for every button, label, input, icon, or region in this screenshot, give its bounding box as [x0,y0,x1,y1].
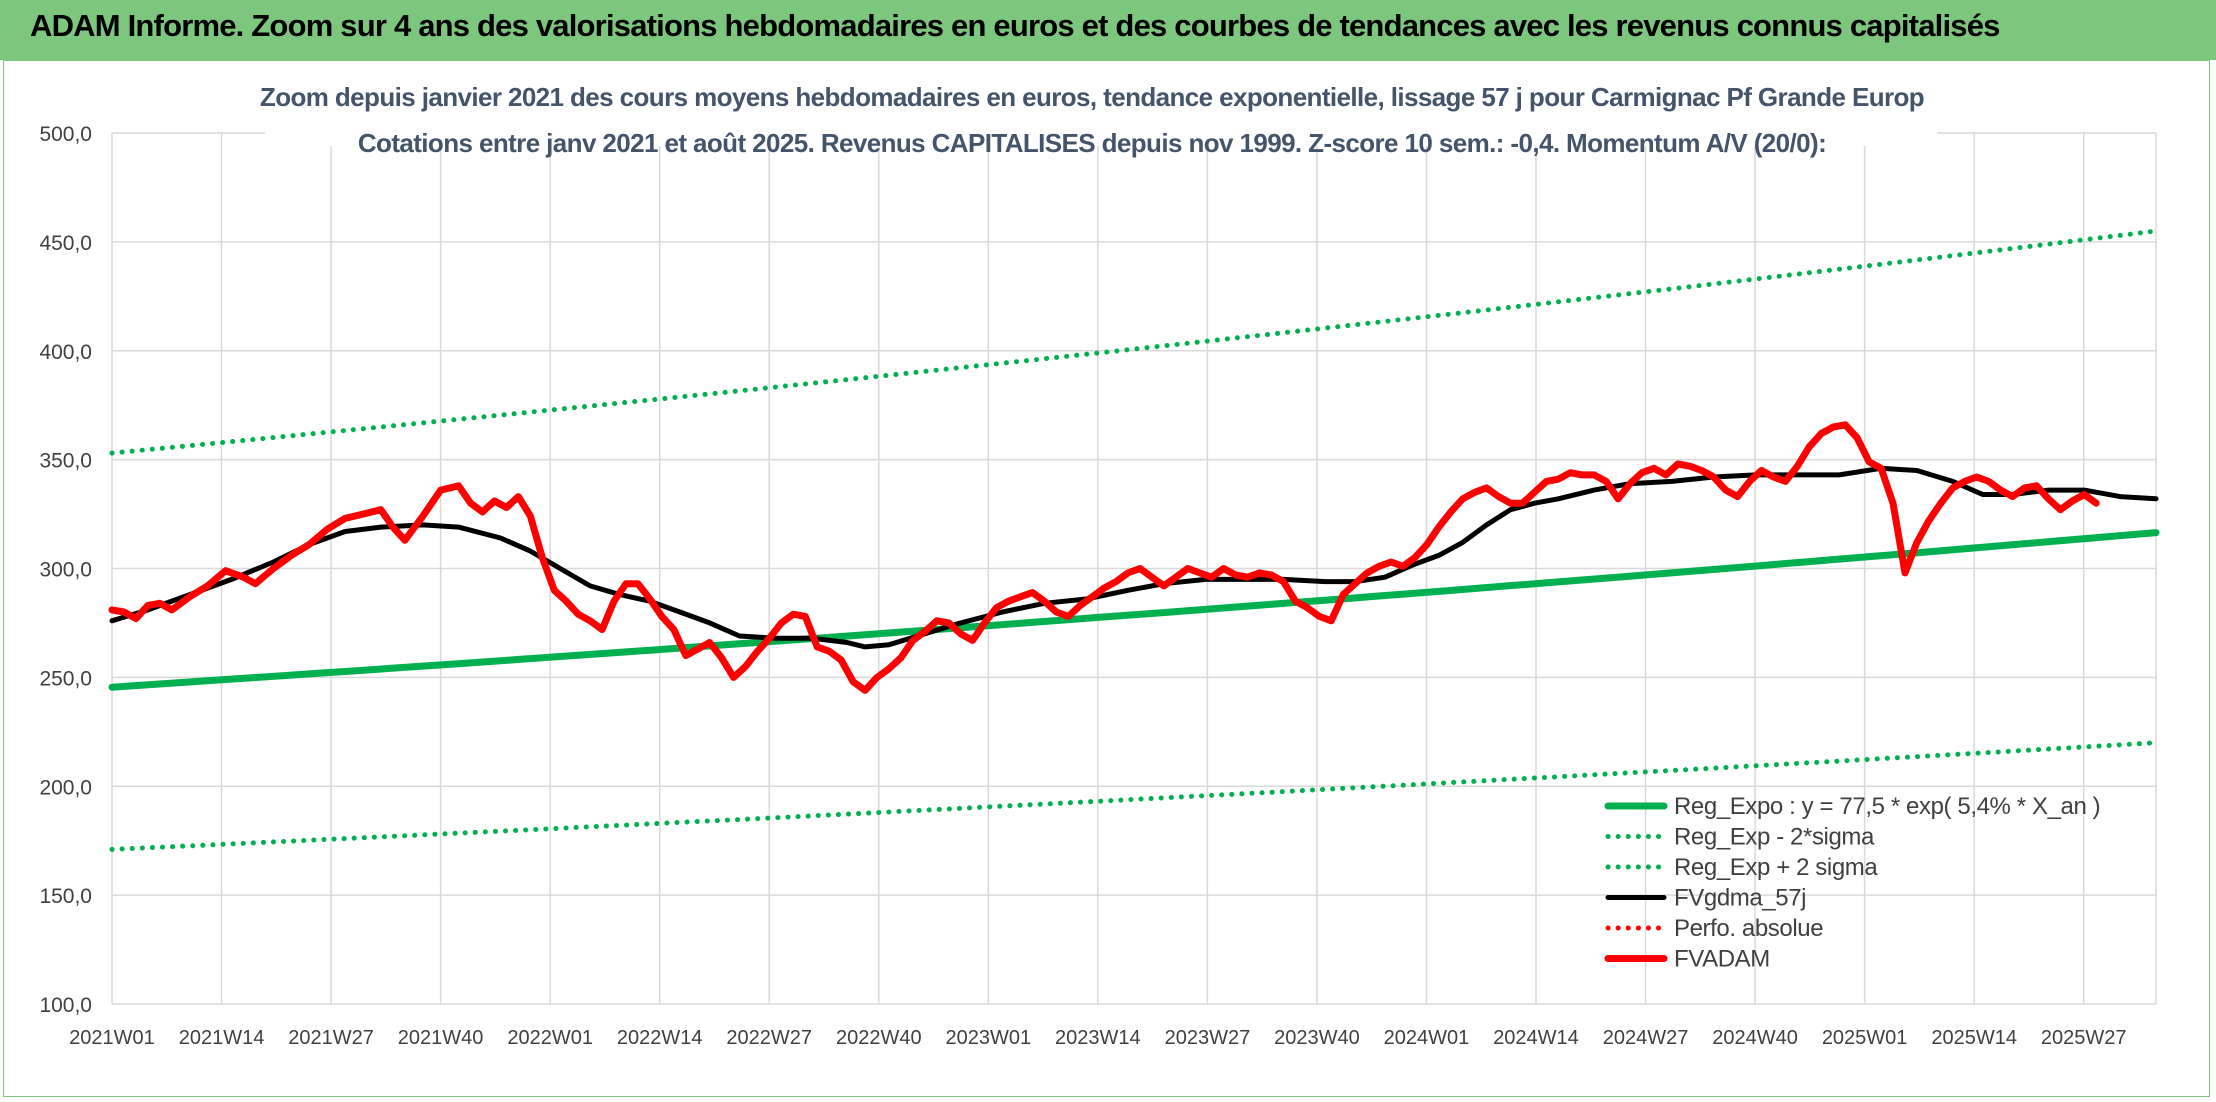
x-tick-label: 2024W14 [1493,1027,1579,1049]
series-line-reg-expo-y-77-5-exp-5-4-x-an [108,529,2160,691]
y-tick-label: 250,0 [39,667,92,690]
report-banner: ADAM Informe. Zoom sur 4 ans des valoris… [0,0,2216,60]
x-tick-label: 2021W01 [69,1027,155,1049]
y-tick-label: 300,0 [39,559,92,582]
x-tick-label: 2023W40 [1274,1027,1360,1049]
legend-label: FVgdma_57j [1674,885,1806,912]
legend-label: Reg_Exp - 2*sigma [1674,824,1875,851]
x-tick-label: 2022W14 [617,1027,703,1049]
x-tick-label: 2024W40 [1712,1027,1798,1049]
x-tick-label: 2023W27 [1165,1027,1251,1049]
x-tick-label: 2022W40 [836,1027,922,1049]
x-tick-label: 2021W27 [288,1027,374,1049]
legend-label: Reg_Expo : y = 77,5 * exp( 5,4% * X_an ) [1674,793,2100,820]
y-tick-label: 400,0 [39,341,92,364]
x-tick-label: 2021W14 [179,1027,265,1049]
y-tick-label: 350,0 [39,450,92,473]
series-line-reg-exp-2-sigma [109,228,2159,456]
x-tick-label: 2025W27 [2041,1027,2127,1049]
title-background [265,78,1937,146]
x-tick-label: 2024W01 [1384,1027,1470,1049]
x-tick-label: 2023W01 [946,1027,1032,1049]
x-tick-label: 2024W27 [1603,1027,1689,1049]
legend-label: Perfo. absolue [1674,915,1823,942]
y-tick-label: 450,0 [39,232,92,255]
y-axis-ticks: 100,0 150,0 200,0 250,0 300,0 350,0 400,0 450,0… [39,123,92,1017]
series-line-fvadam [108,421,2100,694]
y-tick-label: 200,0 [39,776,92,799]
chart-background [3,60,2210,1097]
y-tick-label: 100,0 [39,994,92,1017]
series-line-fvgdma-57j [109,465,2159,650]
x-tick-label: 2023W14 [1055,1027,1141,1049]
series-layer [108,228,2160,852]
legend: Reg_Expo : y = 77,5 * exp( 5,4% * X_an )… [1604,793,2101,973]
y-tick-label: 500,0 [39,123,92,146]
chart: Zoom depuis janvier 2021 des cours moyen… [3,60,2210,1097]
chart-title: Zoom depuis janvier 2021 des cours moyen… [260,82,1924,112]
series-line-reg-exp-2-sigma [109,740,2159,852]
chart-subtitle: Cotations entre janv 2021 et août 2025. … [358,128,1826,158]
legend-label: Reg_Exp + 2 sigma [1674,854,1878,881]
x-tick-label: 2022W27 [726,1027,812,1049]
x-tick-label: 2021W40 [398,1027,484,1049]
x-tick-label: 2022W01 [507,1027,593,1049]
legend-label: FVADAM [1674,946,1770,973]
report-title: ADAM Informe. Zoom sur 4 ans des valoris… [30,8,2000,43]
x-tick-label: 2025W01 [1822,1027,1908,1049]
x-tick-label: 2025W14 [1931,1027,2017,1049]
x-axis-ticks: 2021W01 2021W14 2021W27 2021W40 2022W01 2022W… [69,1027,2126,1049]
y-tick-label: 150,0 [39,885,92,908]
